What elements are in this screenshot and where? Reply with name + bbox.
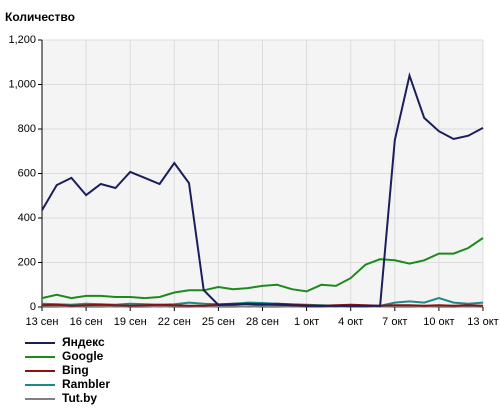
x-tick-label: 10 окт: [423, 316, 454, 328]
x-tick-label: 16 сен: [70, 316, 103, 328]
x-tick-label: 13 сен: [26, 316, 59, 328]
y-tick-label: 0: [30, 301, 36, 313]
y-tick-label: 600: [18, 167, 36, 179]
y-tick-label: 400: [18, 212, 36, 224]
y-tick-label: 1,200: [8, 34, 36, 46]
y-tick-label: 1,000: [8, 78, 36, 90]
legend-label: Яндекс: [62, 335, 105, 349]
legend-label: Tut.by: [62, 391, 97, 405]
legend-label: Bing: [62, 363, 89, 377]
x-tick-label: 1 окт: [294, 316, 319, 328]
x-tick-label: 7 окт: [382, 316, 407, 328]
x-tick-label: 19 сен: [114, 316, 147, 328]
x-tick-label: 13 окт: [467, 316, 498, 328]
y-tick-label: 800: [18, 123, 36, 135]
x-tick-label: 25 сен: [202, 316, 235, 328]
x-tick-label: 28 сен: [246, 316, 279, 328]
x-tick-label: 4 окт: [338, 316, 363, 328]
y-tick-label: 200: [18, 256, 36, 268]
legend-label: Google: [62, 349, 104, 363]
chart-title: Количество: [5, 10, 75, 24]
x-tick-label: 22 сен: [158, 316, 191, 328]
legend-label: Rambler: [62, 377, 110, 391]
